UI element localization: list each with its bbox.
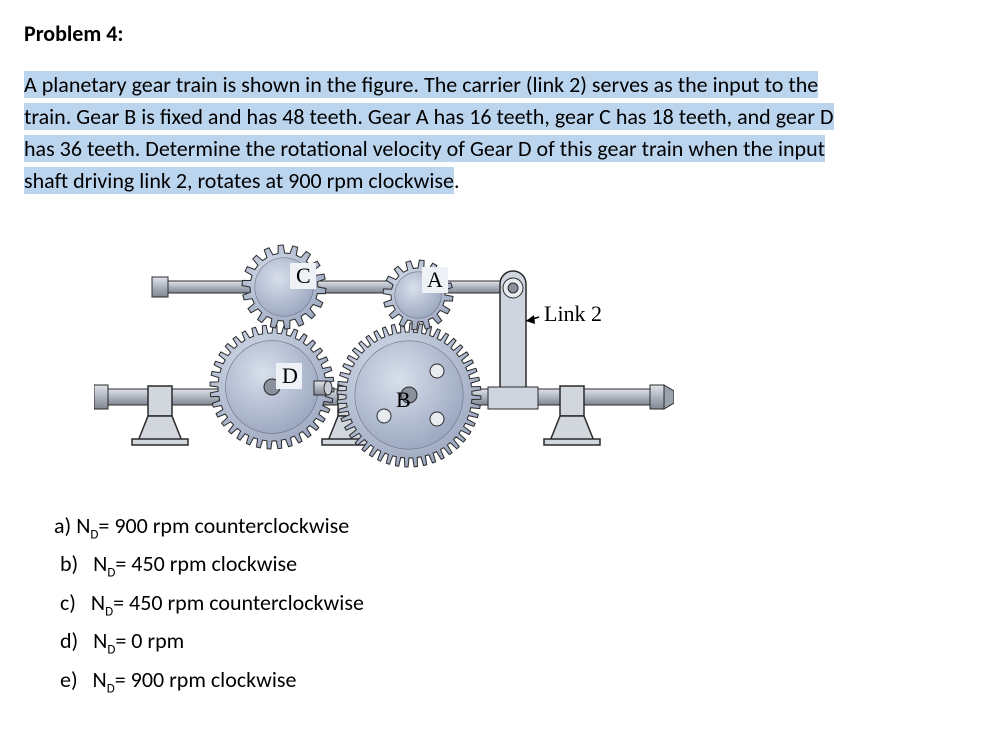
option-a-var: N [76,512,90,539]
problem-title: Problem 4: [24,20,965,47]
gear-b-label: B [396,387,411,412]
gear-c-label: C [296,263,311,288]
option-e-sub: D [107,681,115,696]
gear-b-hole-2 [430,412,444,426]
option-d: d) ND= 0 rpm [60,624,965,661]
option-b: b) ND= 450 rpm clockwise [60,547,965,584]
option-c-sub: D [105,604,113,619]
highlight-segment-4: shaft driving link 2, rotates at 900 rpm… [24,167,454,194]
gear-d-label: D [282,363,298,388]
link2-label: Link 2 [544,301,602,326]
option-d-rest: = 0 rpm [115,627,184,654]
option-a-rest: = 900 rpm counterclockwise [98,512,349,539]
gear-b-hole-3 [377,409,391,423]
planet-shaft-cap [152,277,168,297]
link2-arrowhead [526,315,535,324]
highlight-segment-1: A planetary gear train is shown in the f… [24,71,818,98]
highlight-segment-2a: train. Gear B is fixed and has [24,103,282,130]
highlight-segment-2b: 48 teeth. Gear A has 16 teeth, gear C ha… [282,103,833,130]
option-b-var: N [93,550,107,577]
option-c-var: N [91,589,105,616]
option-a-letter: a) [54,512,71,539]
option-e-letter: e) [60,666,78,693]
option-a: a) ND= 900 rpm counterclockwise [54,509,965,546]
option-b-letter: b) [60,550,78,577]
highlight-segment-3: has 36 teeth. Determine the rotational v… [24,135,825,162]
option-c-rest: = 450 rpm counterclockwise [113,589,364,616]
option-d-letter: d) [60,627,78,654]
option-b-rest: = 450 rpm clockwise [115,550,297,577]
option-e: e) ND= 900 rpm clockwise [60,663,965,700]
planet-shaft [164,281,514,293]
gear-a-label: A [427,267,443,292]
problem-statement: A planetary gear train is shown in the f… [24,69,965,197]
answer-options: a) ND= 900 rpm counterclockwise b) ND= 4… [54,509,965,700]
option-d-var: N [93,627,107,654]
period: . [454,167,460,194]
gear-b-hole-1 [430,364,444,378]
gear-d-hub-cap [324,381,332,395]
option-e-var: N [93,666,107,693]
gear-train-figure: Link 2 C A [94,211,674,491]
option-e-rest: = 900 rpm clockwise [115,666,297,693]
option-c-letter: c) [60,589,76,616]
option-c: c) ND= 450 rpm counterclockwise [60,586,965,623]
